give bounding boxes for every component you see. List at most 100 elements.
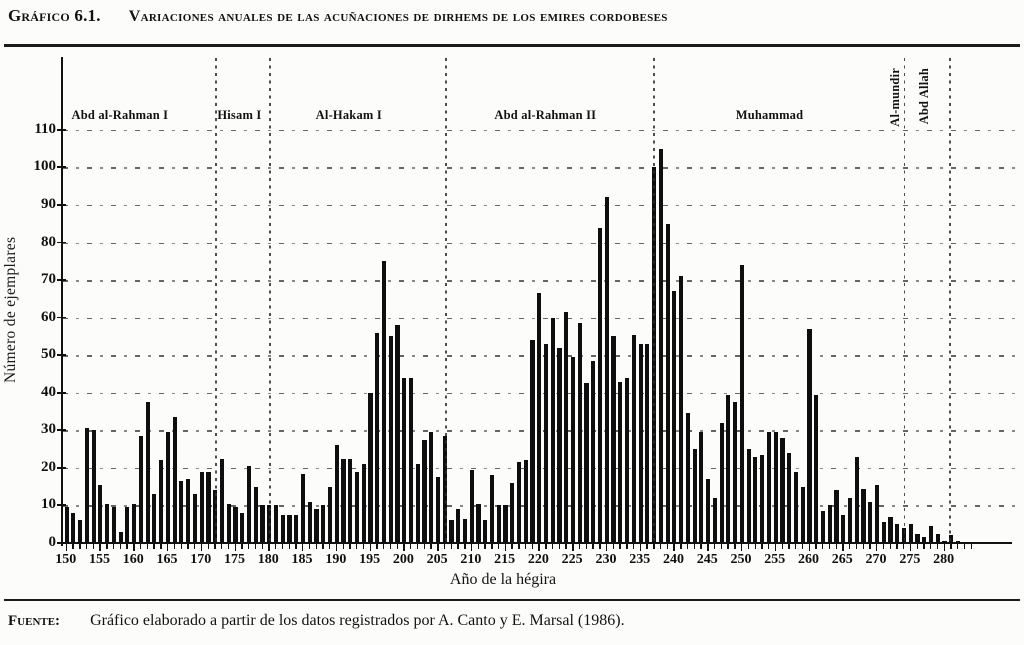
x-tick-label: 190 — [325, 552, 347, 567]
chart-bar — [462, 518, 468, 543]
x-tick-mark-minor — [288, 544, 290, 549]
x-tick-mark-minor — [79, 544, 81, 549]
x-tick-mark-major — [504, 544, 507, 551]
x-tick-mark-minor — [565, 544, 567, 549]
x-tick-mark-minor — [599, 544, 601, 549]
x-tick-mark-minor — [734, 544, 736, 549]
reign-boundary-line — [269, 58, 272, 543]
x-tick-mark-major — [437, 544, 439, 551]
chart-bar — [84, 428, 89, 543]
x-tick-mark-minor — [146, 544, 149, 549]
y-tick-mark — [57, 166, 66, 169]
y-tick-label: 60 — [41, 308, 56, 325]
chart-bar — [611, 336, 616, 543]
x-tick-mark-minor — [308, 544, 311, 549]
chart-bar — [111, 507, 116, 543]
x-tick-mark-minor — [666, 544, 669, 549]
chart-bar — [881, 522, 886, 543]
chart-bar — [354, 471, 360, 543]
x-tick-mark-minor — [930, 544, 932, 549]
x-tick-mark-minor — [362, 544, 365, 549]
chart-bar — [908, 524, 913, 543]
chart-bar — [874, 484, 880, 543]
x-tick-mark-minor — [295, 544, 297, 549]
x-tick-mark-minor — [261, 544, 263, 549]
x-tick-mark-minor — [720, 544, 723, 549]
chart-bar — [692, 449, 697, 543]
x-tick-mark-minor — [356, 544, 358, 549]
chart-bar — [726, 394, 731, 543]
x-tick-mark-minor — [322, 544, 324, 549]
chart-bar — [746, 449, 751, 543]
x-tick-mark-minor — [795, 544, 797, 549]
x-tick-mark-major — [605, 544, 608, 551]
chart-bar — [152, 494, 157, 543]
x-tick-mark-minor — [342, 544, 344, 549]
chart-bar — [415, 464, 420, 543]
x-tick-mark-major — [808, 544, 810, 551]
x-tick-mark-major — [673, 544, 675, 551]
x-tick-label: 170 — [190, 552, 212, 567]
x-tick-mark-minor — [329, 544, 331, 549]
x-tick-mark-minor — [214, 544, 216, 549]
x-tick-mark-minor — [950, 544, 952, 549]
gridline — [63, 167, 1018, 169]
figure-title: Gráfico 6.1. Variaciones anuales de las … — [8, 6, 1018, 26]
x-tick-mark-minor — [194, 544, 196, 549]
x-tick-mark-minor — [119, 544, 122, 549]
chart-bar — [523, 460, 528, 543]
x-tick-mark-minor — [207, 544, 209, 549]
chart-bar — [219, 458, 224, 543]
chart-bar — [915, 533, 920, 543]
x-tick-mark-major — [639, 544, 642, 551]
chart-bar — [760, 454, 765, 543]
x-tick-mark-major — [707, 544, 709, 551]
x-tick-mark-major — [470, 544, 473, 551]
x-tick-mark-minor — [646, 544, 648, 549]
gridline — [63, 129, 1018, 132]
chart-bar — [841, 514, 846, 543]
chart-bar — [638, 343, 643, 543]
chart-bar — [240, 512, 245, 543]
x-tick-label: 205 — [426, 552, 448, 567]
reign-boundary-line — [653, 58, 655, 543]
chart-bar — [476, 503, 481, 543]
chart-bar — [422, 439, 427, 543]
chart-bar — [300, 473, 306, 543]
chart-bar — [854, 456, 859, 543]
x-tick-mark-minor — [281, 544, 284, 549]
chart-bar — [543, 343, 549, 543]
x-tick-mark-minor — [882, 544, 885, 549]
x-tick-mark-minor — [180, 544, 182, 549]
x-tick-label: 175 — [224, 552, 246, 567]
chart-bar — [516, 462, 522, 543]
chart-bar — [807, 328, 812, 543]
y-tick-mark — [57, 504, 66, 507]
x-tick-mark-minor — [72, 544, 74, 549]
x-tick-mark-minor — [653, 544, 655, 549]
x-tick-mark-minor — [849, 544, 851, 549]
chart-bar — [449, 520, 454, 543]
x-tick-mark-major — [909, 544, 912, 551]
chart-bar — [557, 347, 562, 543]
x-tick-mark-minor — [187, 544, 189, 549]
y-tick-label: 10 — [41, 496, 56, 513]
chart-bar — [91, 430, 96, 543]
chart-bar — [753, 456, 758, 543]
x-tick-mark-minor — [768, 544, 770, 549]
chart-bar — [658, 148, 663, 543]
x-tick-label: 245 — [696, 552, 718, 567]
x-tick-label: 195 — [359, 552, 381, 567]
y-axis-title: Número de ejemplares — [2, 236, 19, 384]
y-tick-mark — [57, 316, 66, 319]
chart-bar — [773, 432, 778, 543]
chart-bar — [827, 505, 832, 543]
chart-bar — [341, 458, 346, 543]
x-tick-mark-minor — [376, 544, 378, 549]
x-tick-label: 235 — [629, 552, 651, 567]
reign-label-text: Abd Allah — [917, 68, 932, 125]
chart-bar — [395, 325, 400, 543]
x-tick-mark-minor — [275, 544, 277, 549]
y-tick-mark — [57, 279, 66, 281]
